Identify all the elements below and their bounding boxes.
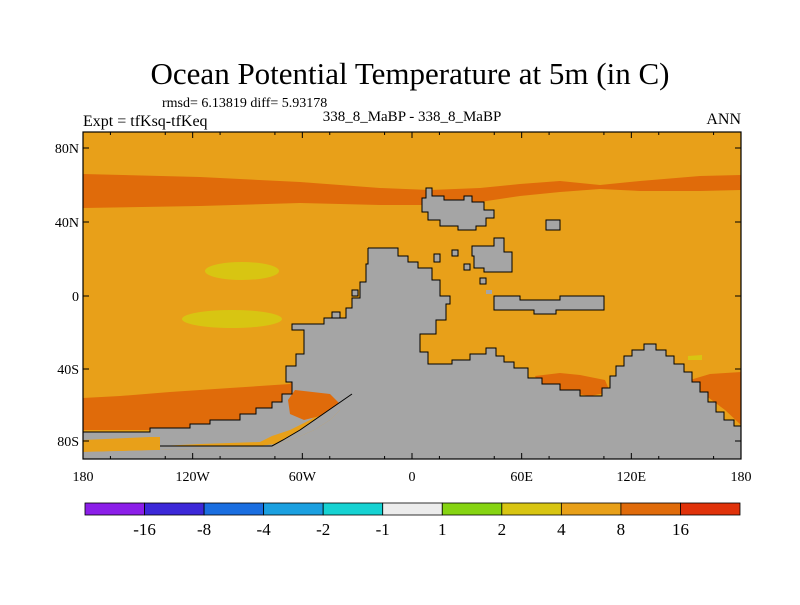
colorbar-label: 2 — [498, 520, 507, 539]
channel-drake-west — [83, 437, 160, 452]
colorbar-label: -2 — [316, 520, 330, 539]
lat-tick-label: 0 — [72, 290, 79, 305]
colorbar-label: -4 — [257, 520, 272, 539]
lat-tick-label: 80N — [55, 142, 79, 157]
colorbar-swatch — [144, 502, 205, 516]
colorbar-label: -16 — [133, 520, 156, 539]
warm-band-far-east — [690, 372, 741, 425]
colorbar-swatch — [501, 502, 562, 516]
coastlines — [83, 187, 741, 447]
land-island-8 — [434, 254, 440, 262]
cool-patch-equator — [182, 310, 282, 328]
lon-tick-label: 60W — [289, 470, 317, 485]
colorbar: -16 -8 -4 -2 -1 1 2 4 8 16 — [84, 502, 741, 539]
colorbar-label: 8 — [617, 520, 626, 539]
cool-patch-east — [688, 355, 702, 360]
colorbar-swatch — [382, 502, 443, 516]
land-island-4 — [480, 278, 486, 284]
subtitle-label: 338_8_MaBP - 338_8_MaBP — [323, 109, 502, 125]
warm-band-north — [83, 174, 741, 208]
lon-tick-label: 120E — [617, 470, 647, 485]
lon-tick-label: 0 — [409, 470, 416, 485]
colorbar-swatch — [322, 502, 384, 516]
lon-tick-label: 180 — [73, 470, 94, 485]
land-island-7 — [352, 290, 358, 296]
lat-tick-label: 40N — [55, 216, 79, 231]
lon-tick-label: 120W — [176, 470, 211, 485]
lon-tick-label: 180 — [731, 470, 752, 485]
cool-patch-north — [205, 262, 279, 280]
colorbar-swatch — [441, 502, 503, 516]
colorbar-swatch — [263, 502, 324, 516]
land-south-america-antarctica — [83, 248, 741, 459]
stats-label: rmsd= 6.13819 diff= 5.93178 — [162, 96, 327, 111]
map-field — [83, 132, 741, 459]
colorbar-label: -8 — [197, 520, 211, 539]
colorbar-swatch — [84, 502, 145, 516]
warm-band-south-east — [535, 373, 610, 396]
land-island-5 — [486, 290, 492, 294]
plot-title: Ocean Potential Temperature at 5m (in C) — [151, 56, 670, 91]
land-island-6 — [332, 312, 340, 318]
colorbar-swatch — [560, 502, 622, 516]
colorbar-label: 16 — [672, 520, 689, 539]
colorbar-label: -1 — [376, 520, 390, 539]
colorbar-swatch — [203, 502, 265, 516]
land-island-1 — [546, 220, 560, 230]
lat-tick-label: 80S — [57, 435, 79, 450]
lon-tick-label: 60E — [510, 470, 533, 485]
land-island-2 — [452, 250, 458, 256]
map-axes: 80N 40N 0 40S 80S 180 120W 60W 0 60E 120E 180 — [55, 132, 752, 485]
experiment-label: Expt = tfKsq-tfKeq — [83, 113, 208, 130]
colorbar-swatch — [620, 502, 681, 516]
colorbar-label: 1 — [438, 520, 447, 539]
colorbar-swatch — [680, 502, 741, 516]
land-island-3 — [464, 264, 470, 270]
lat-tick-label: 40S — [57, 363, 79, 378]
season-label: ANN — [706, 111, 741, 128]
colorbar-label: 4 — [557, 520, 566, 539]
